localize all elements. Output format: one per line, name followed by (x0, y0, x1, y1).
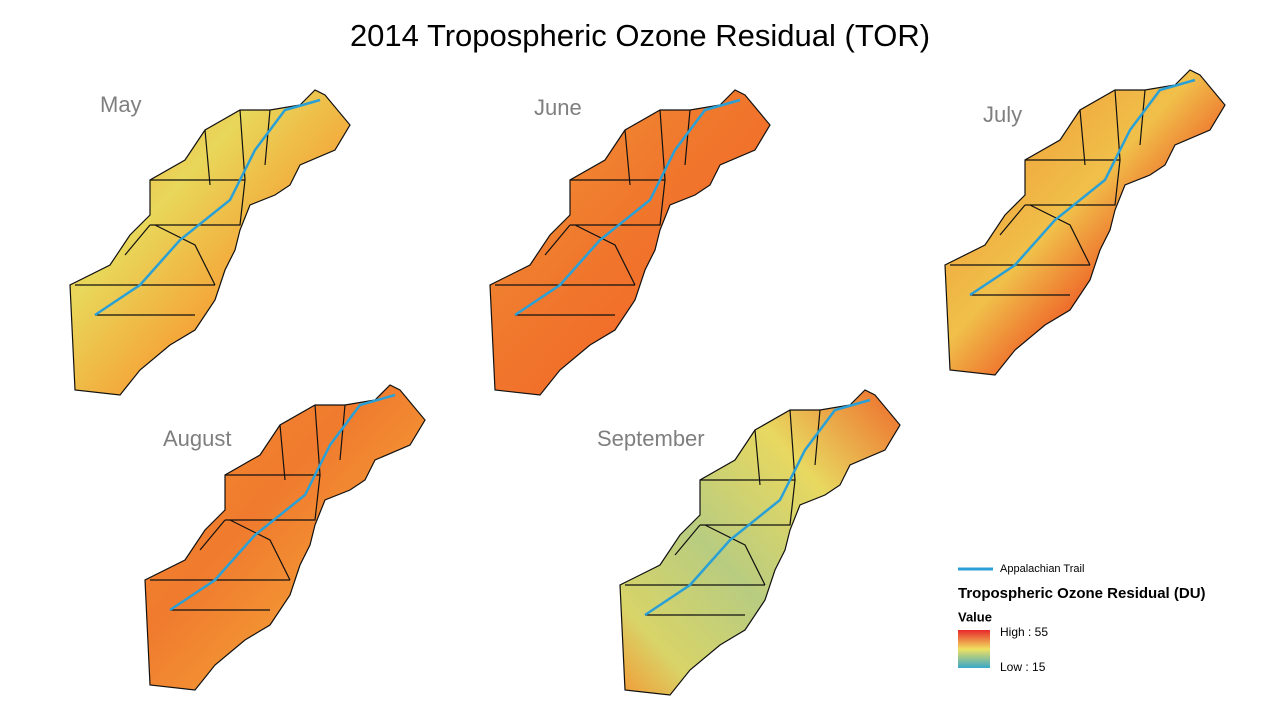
map-june (488, 88, 772, 397)
map-august (143, 383, 427, 692)
panel-label: May (100, 92, 142, 117)
map-may (68, 88, 352, 397)
legend-low: Low : 15 (1000, 660, 1046, 674)
panel-label: August (163, 426, 232, 451)
title: 2014 Tropospheric Ozone Residual (TOR) (350, 18, 930, 53)
legend-title: Tropospheric Ozone Residual (DU) (958, 585, 1206, 602)
legend: Appalachian Trail Tropospheric Ozone Res… (958, 563, 1206, 674)
legend-ramp (958, 630, 990, 668)
legend-trail: Appalachian Trail (1000, 563, 1084, 575)
panel-label: July (983, 102, 1022, 127)
legend-value: Value (958, 609, 992, 624)
map-july (943, 68, 1227, 377)
legend-high: High : 55 (1000, 625, 1048, 639)
panel-label: September (597, 426, 705, 451)
map-september (618, 388, 902, 697)
panel-label: June (534, 95, 582, 120)
